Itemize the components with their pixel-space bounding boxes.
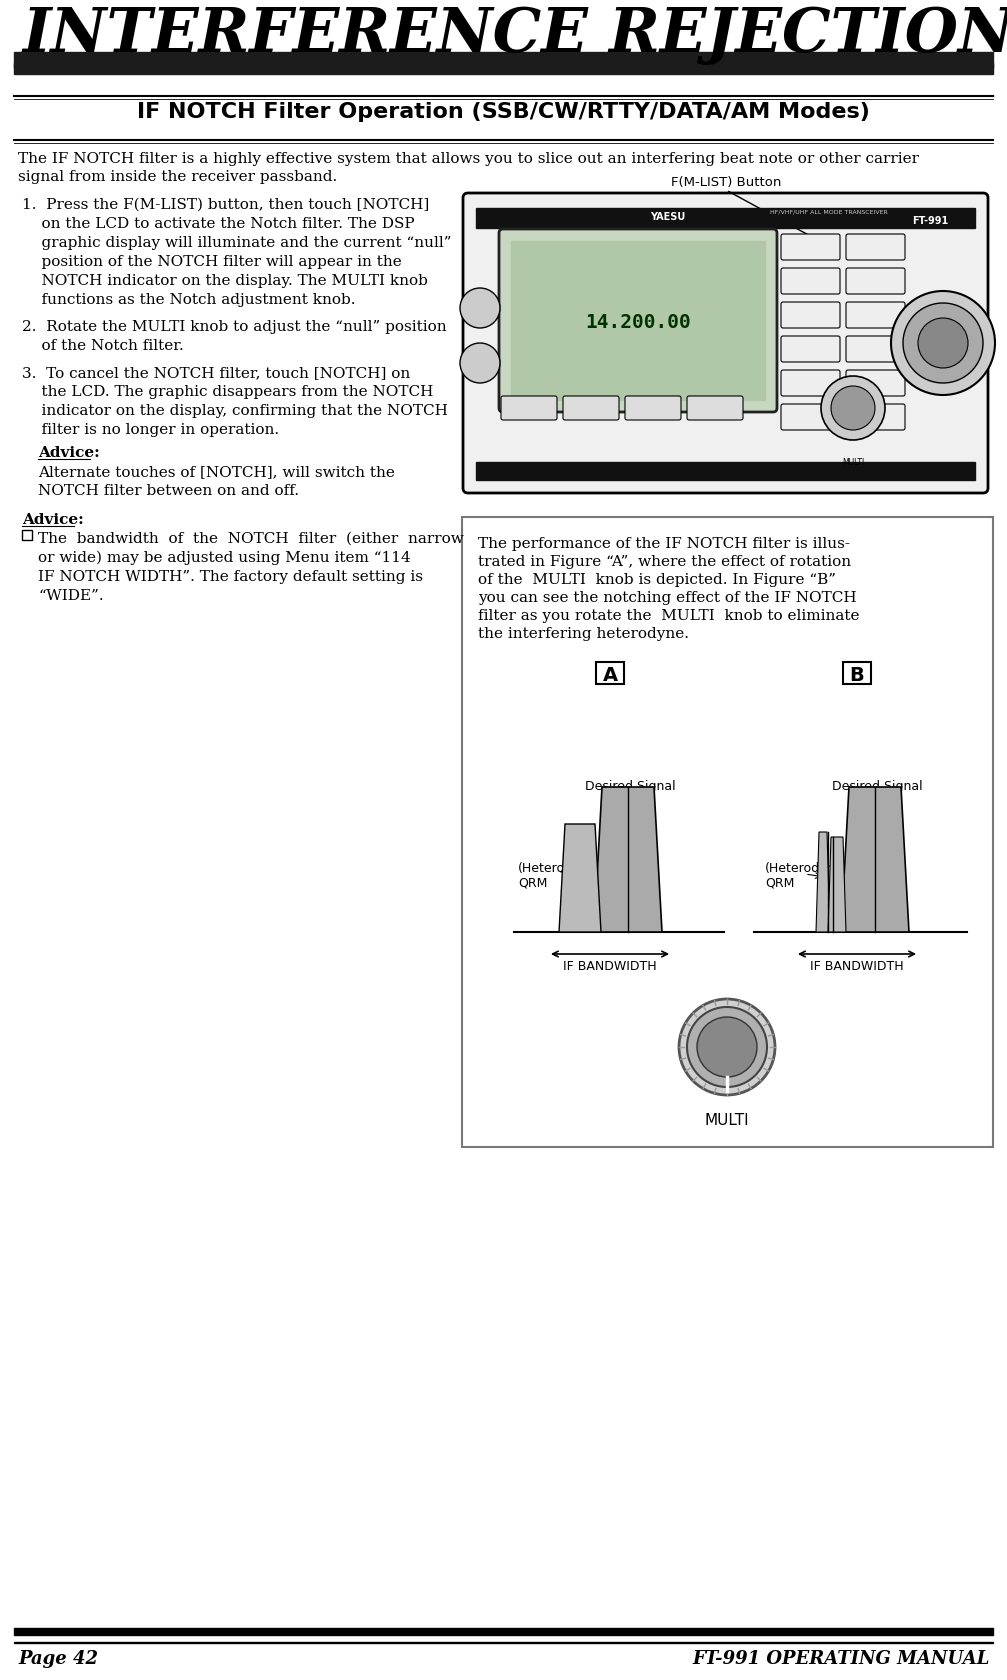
Polygon shape: [841, 786, 909, 932]
FancyBboxPatch shape: [781, 370, 840, 396]
Text: position of the NOTCH filter will appear in the: position of the NOTCH filter will appear…: [22, 255, 402, 269]
Text: graphic display will illuminate and the current “null”: graphic display will illuminate and the …: [22, 235, 451, 250]
Text: IF NOTCH Filter Operation (SSB/CW/RTTY/DATA/AM Modes): IF NOTCH Filter Operation (SSB/CW/RTTY/D…: [137, 102, 869, 123]
Text: FT-991: FT-991: [911, 217, 948, 227]
Text: A: A: [602, 665, 617, 685]
Text: Alternate touches of [NOTCH], will switch the: Alternate touches of [NOTCH], will switc…: [38, 465, 395, 479]
Polygon shape: [559, 823, 601, 932]
Text: FT-991 OPERATING MANUAL: FT-991 OPERATING MANUAL: [693, 1650, 990, 1668]
Text: 1.  Press the F(M-LIST) button, then touch [NOTCH]: 1. Press the F(M-LIST) button, then touc…: [22, 198, 429, 212]
Text: The performance of the IF NOTCH filter is illus-: The performance of the IF NOTCH filter i…: [478, 538, 850, 551]
FancyBboxPatch shape: [462, 517, 993, 1147]
Text: B: B: [850, 665, 864, 685]
Bar: [476, 462, 975, 480]
Text: of the  MULTI  knob is depicted. In Figure “B”: of the MULTI knob is depicted. In Figure…: [478, 573, 836, 586]
Polygon shape: [828, 837, 846, 932]
FancyBboxPatch shape: [846, 370, 905, 396]
Circle shape: [903, 302, 983, 383]
Polygon shape: [594, 786, 662, 932]
Text: Page 42: Page 42: [18, 1650, 98, 1668]
Text: Advice:: Advice:: [22, 512, 84, 528]
Text: F(M-LIST) Button: F(M-LIST) Button: [671, 176, 781, 188]
Text: or wide) may be adjusted using Menu item “114: or wide) may be adjusted using Menu item…: [38, 551, 411, 566]
Text: Desired Signal: Desired Signal: [832, 780, 922, 793]
Text: “WIDE”.: “WIDE”.: [38, 590, 104, 603]
Circle shape: [697, 1016, 757, 1077]
FancyBboxPatch shape: [625, 396, 681, 420]
Bar: [511, 240, 765, 400]
FancyBboxPatch shape: [846, 403, 905, 430]
Circle shape: [831, 386, 875, 430]
Text: filter as you rotate the  MULTI  knob to eliminate: filter as you rotate the MULTI knob to e…: [478, 608, 860, 623]
Bar: [14, 62, 993, 67]
FancyBboxPatch shape: [781, 269, 840, 294]
FancyBboxPatch shape: [846, 336, 905, 361]
Bar: [14, 1628, 993, 1635]
Text: IF NOTCH WIDTH”. The factory default setting is: IF NOTCH WIDTH”. The factory default set…: [38, 570, 423, 585]
Text: The IF NOTCH filter is a highly effective system that allows you to slice out an: The IF NOTCH filter is a highly effectiv…: [18, 151, 919, 166]
Circle shape: [918, 318, 968, 368]
Text: IF BANDWIDTH: IF BANDWIDTH: [563, 959, 657, 973]
Text: YAESU: YAESU: [651, 212, 686, 222]
Text: IF BANDWIDTH: IF BANDWIDTH: [811, 959, 904, 973]
Text: 3.  To cancel the NOTCH filter, touch [NOTCH] on: 3. To cancel the NOTCH filter, touch [NO…: [22, 366, 410, 380]
Bar: [596, 662, 624, 684]
FancyBboxPatch shape: [499, 228, 777, 412]
Text: filter is no longer in operation.: filter is no longer in operation.: [22, 423, 279, 437]
Text: QRM: QRM: [518, 877, 548, 890]
Text: of the Notch filter.: of the Notch filter.: [22, 339, 183, 353]
Text: the LCD. The graphic disappears from the NOTCH: the LCD. The graphic disappears from the…: [22, 385, 433, 398]
Circle shape: [821, 376, 885, 440]
Text: on the LCD to activate the Notch filter. The DSP: on the LCD to activate the Notch filter.…: [22, 217, 415, 230]
FancyBboxPatch shape: [846, 234, 905, 260]
Bar: [14, 94, 993, 139]
Text: NOTCH indicator on the display. The MULTI knob: NOTCH indicator on the display. The MULT…: [22, 274, 428, 287]
Text: Desired Signal: Desired Signal: [585, 780, 676, 793]
FancyBboxPatch shape: [846, 302, 905, 328]
Text: The  bandwidth  of  the  NOTCH  filter  (either  narrow: The bandwidth of the NOTCH filter (eithe…: [38, 533, 464, 546]
Polygon shape: [816, 832, 830, 932]
Text: signal from inside the receiver passband.: signal from inside the receiver passband…: [18, 170, 337, 185]
Text: INTERFERENCE REJECTION: INTERFERENCE REJECTION: [22, 5, 1007, 66]
Text: indicator on the display, confirming that the NOTCH: indicator on the display, confirming tha…: [22, 403, 448, 418]
FancyBboxPatch shape: [781, 403, 840, 430]
Circle shape: [460, 287, 500, 328]
Circle shape: [687, 1006, 767, 1087]
Text: functions as the Notch adjustment knob.: functions as the Notch adjustment knob.: [22, 292, 355, 307]
Bar: [22, 529, 32, 539]
FancyBboxPatch shape: [463, 193, 988, 492]
Text: 14.200.00: 14.200.00: [585, 312, 691, 333]
Text: you can see the notching effect of the IF NOTCH: you can see the notching effect of the I…: [478, 591, 857, 605]
Text: trated in Figure “A”, where the effect of rotation: trated in Figure “A”, where the effect o…: [478, 554, 851, 570]
Bar: [476, 208, 975, 228]
Text: 2.  Rotate the MULTI knob to adjust the “null” position: 2. Rotate the MULTI knob to adjust the “…: [22, 319, 447, 334]
Text: Advice:: Advice:: [38, 445, 100, 460]
Text: (Heterodyne): (Heterodyne): [518, 862, 601, 875]
FancyBboxPatch shape: [781, 302, 840, 328]
FancyBboxPatch shape: [501, 396, 557, 420]
Text: HF/VHF/UHF ALL MODE TRANSCEIVER: HF/VHF/UHF ALL MODE TRANSCEIVER: [770, 210, 888, 215]
Text: NOTCH filter between on and off.: NOTCH filter between on and off.: [38, 484, 299, 497]
FancyBboxPatch shape: [781, 336, 840, 361]
Bar: [843, 662, 871, 684]
Text: the interfering heterodyne.: the interfering heterodyne.: [478, 627, 689, 642]
Bar: [14, 52, 993, 74]
Circle shape: [460, 343, 500, 383]
Circle shape: [679, 1000, 775, 1095]
Bar: [14, 96, 993, 97]
FancyBboxPatch shape: [687, 396, 743, 420]
Text: (Heterodyne): (Heterodyne): [765, 862, 848, 875]
Text: MULTI: MULTI: [705, 1112, 749, 1127]
FancyBboxPatch shape: [781, 234, 840, 260]
FancyBboxPatch shape: [563, 396, 619, 420]
Text: MULTI: MULTI: [842, 459, 864, 467]
Text: QRM: QRM: [765, 877, 795, 890]
FancyBboxPatch shape: [846, 269, 905, 294]
Circle shape: [891, 291, 995, 395]
